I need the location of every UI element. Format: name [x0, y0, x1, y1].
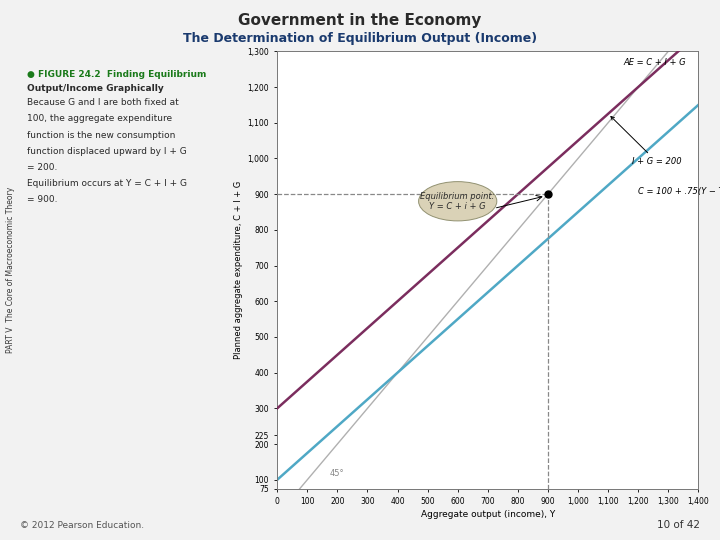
Text: Government in the Economy: Government in the Economy	[238, 14, 482, 29]
Text: 45°: 45°	[330, 469, 344, 478]
Text: function is the new consumption: function is the new consumption	[27, 131, 176, 140]
Y-axis label: Planned aggregate expenditure, C + I + G: Planned aggregate expenditure, C + I + G	[234, 181, 243, 359]
Text: 100, the aggregate expenditure: 100, the aggregate expenditure	[27, 114, 173, 124]
Text: Because G and I are both fixed at: Because G and I are both fixed at	[27, 98, 179, 107]
Text: PART V  The Core of Macroeconomic Theory: PART V The Core of Macroeconomic Theory	[6, 187, 15, 353]
Text: Equilibrium occurs at Y = C + I + G: Equilibrium occurs at Y = C + I + G	[27, 179, 187, 188]
Text: The Determination of Equilibrium Output (Income): The Determination of Equilibrium Output …	[183, 32, 537, 45]
Text: ● FIGURE 24.2  Finding Equilibrium: ● FIGURE 24.2 Finding Equilibrium	[27, 70, 207, 79]
Text: function displaced upward by I + G: function displaced upward by I + G	[27, 147, 187, 156]
Text: C = 100 + .75(Y − T): C = 100 + .75(Y − T)	[638, 187, 720, 196]
Ellipse shape	[418, 181, 497, 221]
Text: I + G = 200: I + G = 200	[611, 117, 682, 166]
Text: © 2012 Pearson Education.: © 2012 Pearson Education.	[20, 521, 144, 530]
X-axis label: Aggregate output (income), Y: Aggregate output (income), Y	[420, 510, 555, 519]
Text: = 900.: = 900.	[27, 195, 58, 205]
Text: 10 of 42: 10 of 42	[657, 520, 700, 530]
Text: = 200.: = 200.	[27, 163, 58, 172]
Text: AE = C + I + G: AE = C + I + G	[624, 58, 686, 68]
Text: Equilibrium point:
Y = C + i + G: Equilibrium point: Y = C + i + G	[420, 192, 495, 211]
Text: Output/Income Graphically: Output/Income Graphically	[27, 84, 164, 93]
